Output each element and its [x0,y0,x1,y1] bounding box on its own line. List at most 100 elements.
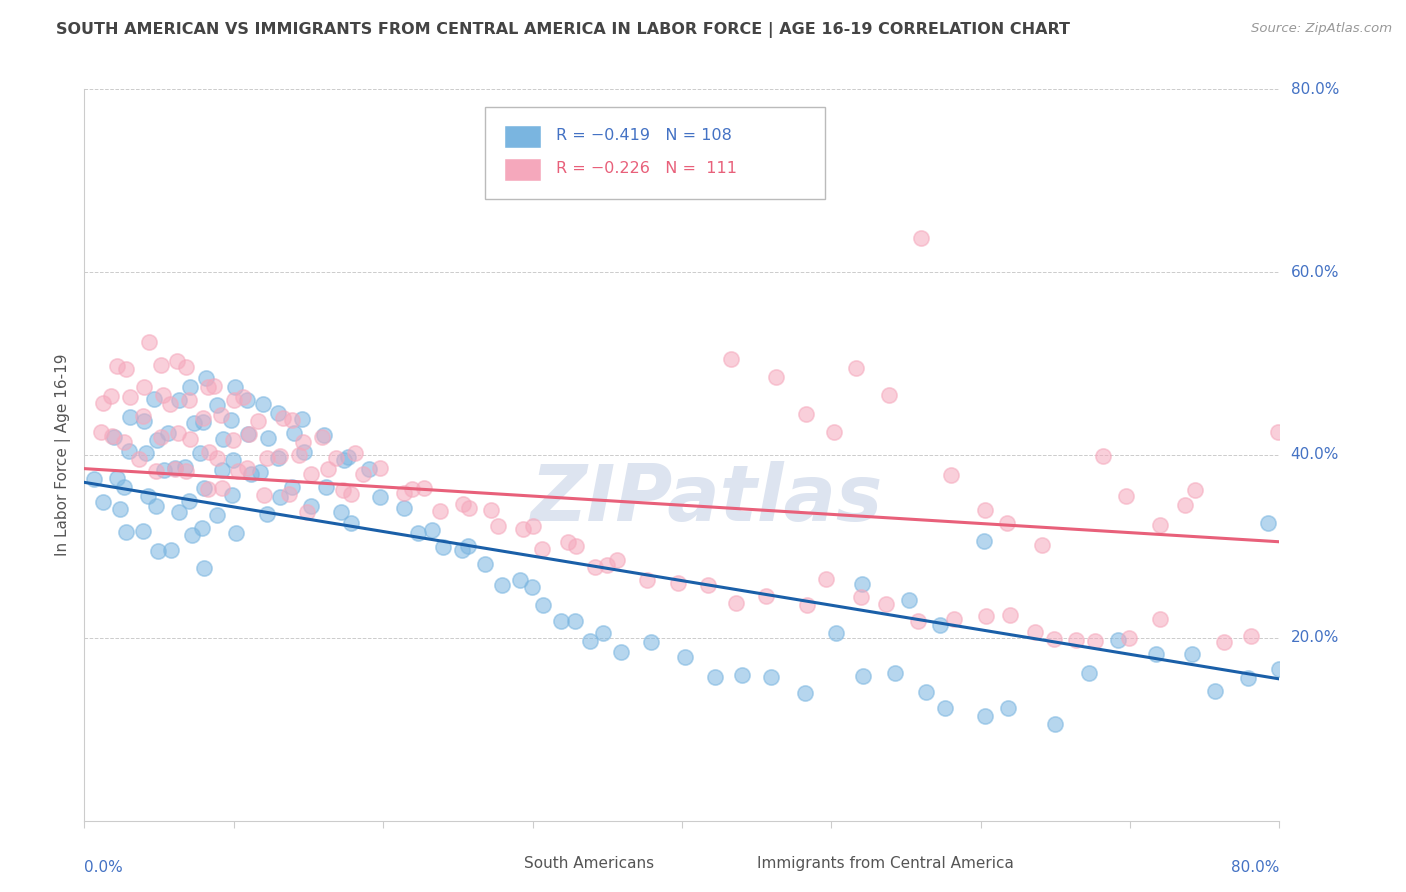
Point [179,494,201,508]
Point [167,392,190,407]
Point [148,544,170,558]
Point [108,502,131,516]
Point [221,488,243,502]
Point [973,533,995,548]
Point [457,501,479,516]
Point [451,542,474,557]
Point [288,448,311,462]
Point [1118,631,1140,645]
Point [457,539,479,553]
Text: 40.0%: 40.0% [1291,448,1339,462]
Point [1043,717,1066,731]
Point [343,446,366,460]
Point [247,414,270,428]
Point [325,451,347,466]
Point [420,523,443,537]
Text: 0.0%: 0.0% [84,860,124,874]
Point [596,558,619,573]
Point [209,408,232,422]
Point [135,446,157,460]
Point [295,505,318,519]
Point [100,389,122,403]
Point [793,685,815,699]
Point [193,561,215,575]
Point [205,450,228,465]
Point [1115,489,1137,503]
Point [1204,684,1226,698]
Point [256,507,278,521]
Point [205,398,228,412]
Point [257,432,280,446]
Point [91,396,114,410]
Point [1024,625,1046,640]
Point [105,359,128,373]
Point [352,467,374,481]
Point [392,486,415,500]
Point [928,617,950,632]
Point [142,392,165,407]
Point [191,520,214,534]
Point [159,397,181,411]
FancyBboxPatch shape [711,855,748,873]
Point [332,453,354,467]
Point [512,522,534,536]
Point [794,407,817,421]
Point [479,502,502,516]
Point [974,708,997,723]
Point [796,599,818,613]
Point [101,429,124,443]
Point [145,465,167,479]
Point [193,415,215,429]
Point [883,665,905,680]
Point [329,505,352,519]
Point [432,541,454,555]
Point [316,461,339,475]
Point [606,553,628,567]
Text: 60.0%: 60.0% [1291,265,1339,279]
Point [90,425,112,439]
FancyBboxPatch shape [485,108,825,199]
Point [176,360,198,375]
Point [183,416,205,430]
Point [720,351,742,366]
Point [91,494,114,508]
Point [1144,647,1167,661]
Point [238,427,260,442]
Point [179,380,201,394]
Point [149,430,172,444]
FancyBboxPatch shape [478,855,515,873]
Point [915,684,938,698]
Point [150,358,173,372]
Point [522,518,544,533]
Point [531,598,554,612]
Point [256,450,278,465]
Text: 80.0%: 80.0% [1232,860,1279,874]
Point [759,670,782,684]
Point [340,487,363,501]
Point [666,576,689,591]
Point [211,463,233,477]
Point [557,534,579,549]
Point [673,650,696,665]
Point [157,426,180,441]
Point [1149,517,1171,532]
Point [174,464,197,478]
Point [138,334,160,349]
Point [238,427,260,442]
Point [299,467,322,481]
Point [128,451,150,466]
Point [136,489,159,503]
Point [222,452,245,467]
Point [118,444,141,458]
Point [266,406,288,420]
Point [1107,633,1129,648]
Point [1064,633,1087,648]
Text: 80.0%: 80.0% [1291,82,1339,96]
Point [197,444,219,458]
Point [291,412,314,426]
Point [281,480,304,494]
Point [219,413,242,427]
Point [173,460,195,475]
Point [1240,629,1263,643]
Point [197,380,219,394]
